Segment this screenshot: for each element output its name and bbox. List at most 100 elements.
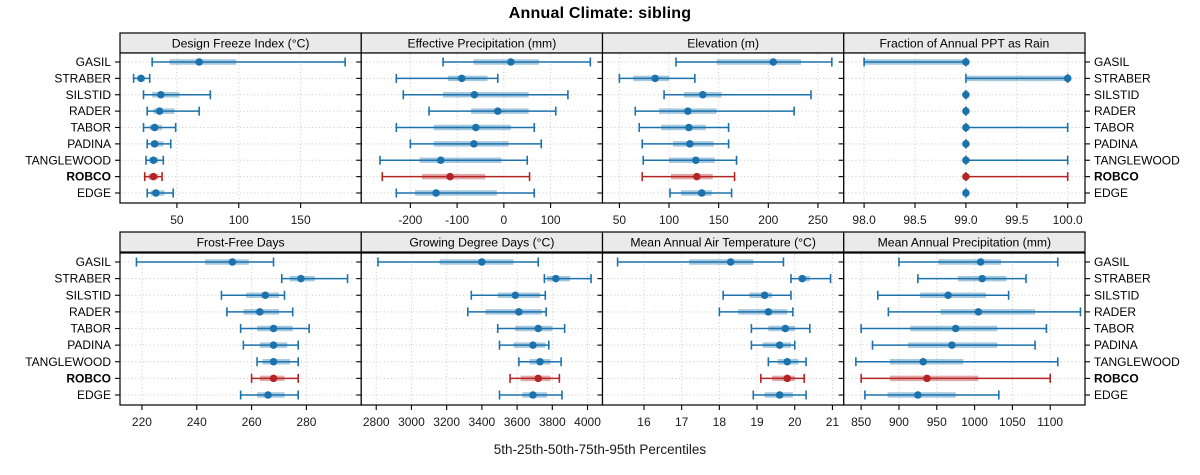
series-padina [146,139,172,149]
series-silstid [402,90,569,100]
series-tanglewood [855,357,1059,367]
series-tanglewood [767,357,807,367]
row-ticks [838,61,1090,194]
x-tick-label: 150 [291,213,311,227]
panel-frost-free-days: Frost-Free Days 220 240 260 280 GASIL STRABER S… [25,231,362,429]
median-dot [436,156,445,165]
median-dot [923,374,931,383]
series-rader [146,106,200,116]
series-silstid [220,290,286,300]
series-gasil [863,57,970,67]
row-label-left-tanglewood: TANGLEWOOD [25,153,111,167]
row-label-right-silstid: SILSTID [1094,288,1140,302]
median-dot [157,90,165,99]
series-rader [226,307,294,317]
row-label-left-silstid: SILSTID [66,88,112,102]
series-robco [509,373,561,383]
median-dot [446,172,454,181]
median-dot [149,156,158,165]
median-dot [264,391,272,399]
x-tick-label: -100 [445,213,469,227]
median-dot [155,107,164,115]
median-dot [256,308,264,316]
series-silstid [142,90,212,100]
median-dot [976,258,985,266]
x-tick-label: 50 [170,213,184,227]
row-label-left-tabor: TABOR [71,322,112,336]
series-padina [750,340,796,350]
median-dot [919,357,927,366]
page-title: Annual Climate: sibling [508,5,692,22]
series-gasil [442,57,592,67]
series-robco [860,373,1052,383]
median-dot [152,189,160,197]
x-tick-label: 100 [659,213,679,227]
row-label-right-robco: ROBCO [1094,371,1139,385]
series-rader [962,106,970,116]
row-label-right-robco: ROBCO [1094,170,1139,184]
x-tick-label: 99.0 [954,213,978,227]
panel-strip-title: Fraction of Annual PPT as Rain [879,37,1049,51]
x-tick-label: 0 [501,213,508,227]
row-label-right-silstid: SILSTID [1094,88,1140,102]
row-label-right-tanglewood: TANGLEWOOD [1094,355,1180,369]
series-edge [962,188,970,198]
series-tabor [638,123,730,132]
series-robco [962,172,1069,182]
panel-fraction-of-annual-ppt-as-rain: Fraction of Annual PPT as Rain 98.0 98.5 99… [838,32,1180,227]
x-tick-label: 220 [132,415,152,429]
series-tabor [395,123,536,132]
x-tick-label: 4000 [574,415,601,429]
median-dot [552,274,560,283]
median-dot [1063,74,1072,83]
series-padina [871,340,1036,350]
row-ticks [838,261,1090,396]
median-dot [798,274,807,283]
median-dot [948,341,956,349]
median-dot [978,274,986,283]
x-tick-label: 18 [713,415,727,429]
median-dot [962,107,970,115]
x-tick-label: 3600 [504,415,531,429]
series-gasil [151,57,346,67]
row-label-right-straber: STRABER [1094,71,1151,85]
median-dot [775,391,784,399]
median-dot [478,258,486,266]
series-rader [634,106,795,116]
series-tabor [142,123,177,132]
row-label-right-rader: RADER [1094,305,1136,319]
median-dot [686,140,694,148]
series-tanglewood [256,357,299,367]
x-tick-label: 98.0 [852,213,876,227]
series-silstid [876,290,1010,300]
x-tick-label: 100.0 [1053,213,1083,227]
x-tick-label: 280 [296,415,316,429]
row-label-left-edge: EDGE [77,186,111,200]
median-dot [297,274,305,283]
row-label-right-tabor: TABOR [1094,121,1135,135]
panel-border [843,52,1086,204]
median-dot [692,156,700,165]
percentile-caption: 5th-25th-50th-75th-95th Percentiles [493,442,707,457]
row-ticks [115,61,120,194]
series-straber [965,73,1072,83]
row-label-left-padina: PADINA [67,338,111,352]
series-rader [718,307,794,317]
row-label-left-gasil: GASIL [76,255,112,269]
median-dot [493,107,502,115]
median-dot [951,324,960,333]
series-padina [242,340,299,350]
row-label-left-straber: STRABER [54,71,111,85]
x-tick-label: 19 [750,415,764,429]
median-dot [783,357,792,366]
x-axis: 220 240 260 280 [132,405,317,429]
median-dot [534,374,543,383]
row-label-left-robco: ROBCO [66,371,111,385]
median-dot [137,74,145,83]
median-dot [432,189,440,197]
median-dot [697,189,706,197]
x-tick-label: 1100 [1037,415,1063,429]
panel-elevation-m: Elevation (m) 50 100 150 200 250 [597,32,845,227]
median-dot [781,324,790,333]
